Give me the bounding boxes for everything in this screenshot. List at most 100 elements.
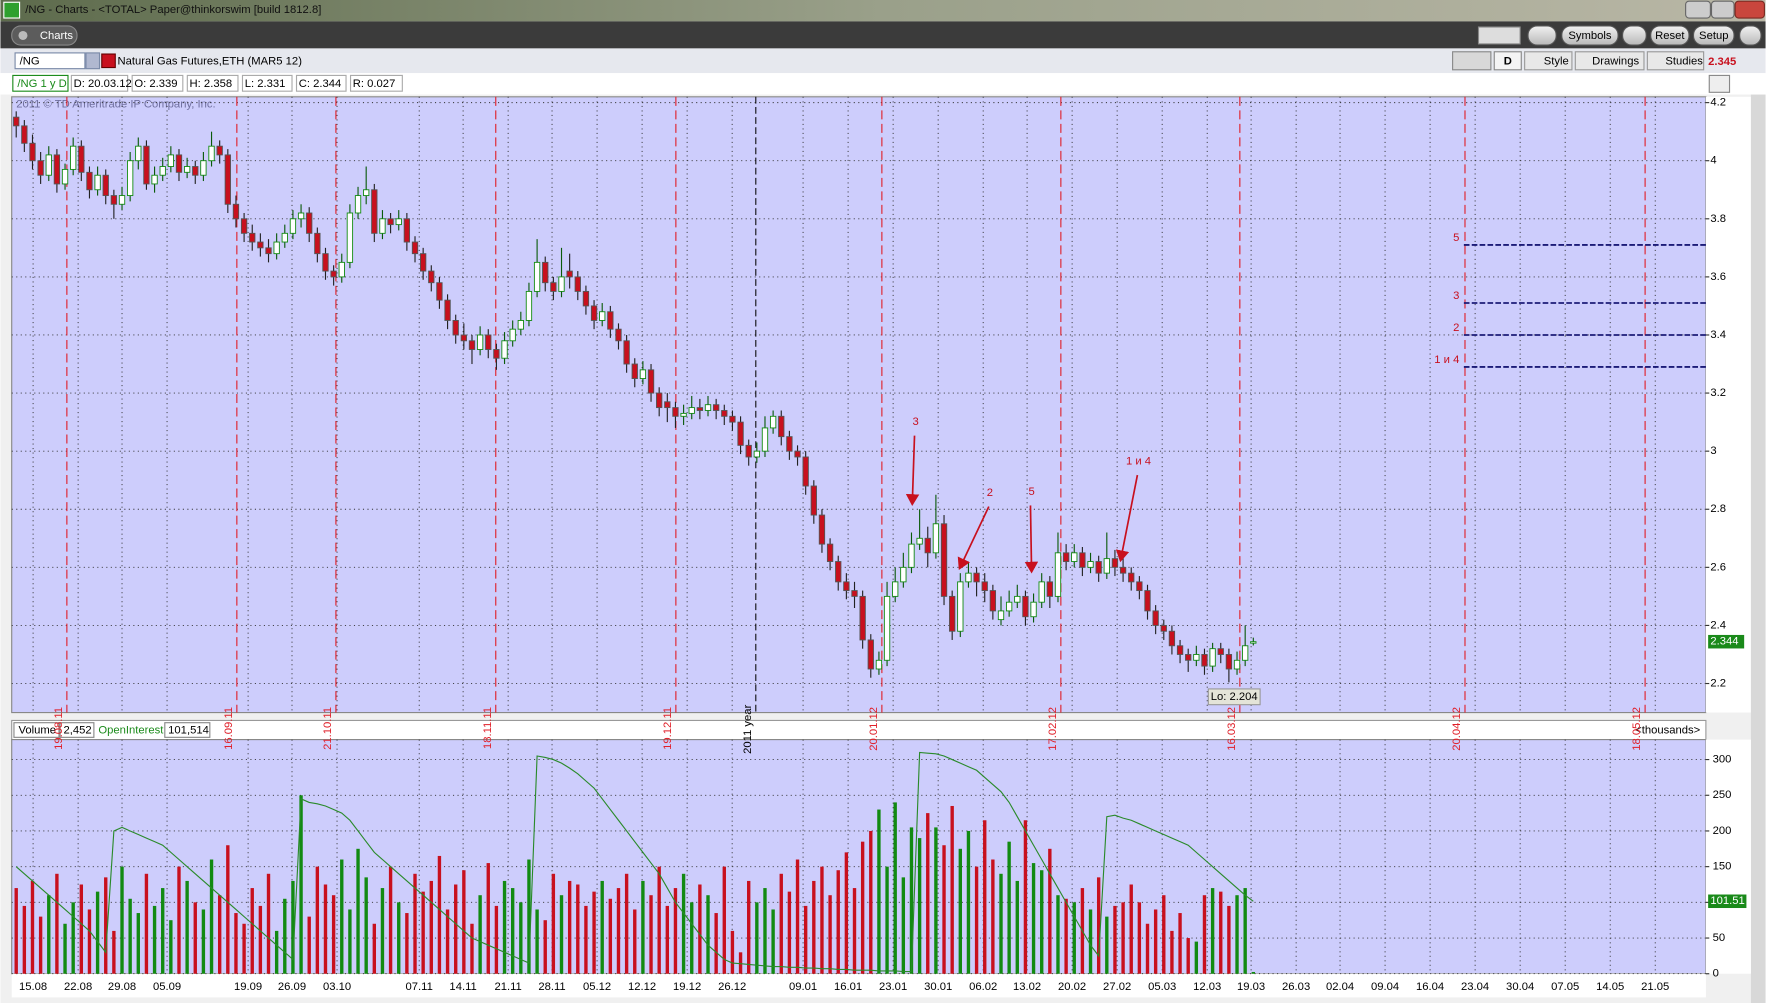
- candle-body: [1128, 572, 1135, 583]
- y-tick-label: 2.2: [1710, 677, 1726, 689]
- symbol-dropdown[interactable]: [85, 52, 101, 70]
- x-tick-label: 26.12: [718, 981, 746, 993]
- candle-body: [1168, 630, 1176, 647]
- candle-body: [1095, 561, 1102, 574]
- candle-body: [599, 311, 606, 321]
- x-tick-label: 23.04: [1461, 981, 1489, 993]
- x-tick-label: 26.03: [1282, 981, 1310, 993]
- candle-body: [493, 349, 500, 359]
- volume-bar: [462, 870, 466, 974]
- volume-bar: [79, 884, 84, 974]
- reset-button[interactable]: Reset: [1650, 25, 1690, 46]
- candle-body: [989, 590, 997, 612]
- volume-bar: [112, 930, 116, 974]
- candle-body: [590, 305, 598, 321]
- studies-button[interactable]: Studies: [1646, 51, 1705, 71]
- candle-body: [1136, 581, 1143, 592]
- volume-bar: [519, 902, 523, 974]
- style-button[interactable]: Style: [1524, 51, 1573, 71]
- volume-bar: [470, 923, 474, 974]
- candle-body: [29, 142, 36, 162]
- last-price: 2.345: [1708, 56, 1736, 68]
- icon-button[interactable]: [1527, 25, 1557, 46]
- charts-tab[interactable]: Charts: [11, 25, 78, 46]
- volume-bar: [161, 888, 165, 974]
- aggregation-button[interactable]: D: [1493, 51, 1522, 71]
- candle-body: [932, 523, 940, 554]
- symbol-description: Natural Gas Futures,ETH (MAR5 12): [118, 55, 303, 67]
- x-tick-label: 22.08: [64, 981, 92, 993]
- volume-bar: [201, 909, 206, 974]
- candle-body: [1038, 581, 1045, 603]
- watermark: 2011 © TD Ameritrade IP Company, Inc.: [16, 99, 215, 111]
- oi-value-box: [164, 722, 211, 738]
- study-label: /NG 1 y D: [17, 78, 66, 90]
- candle-body: [387, 218, 394, 226]
- level-label: 5: [1453, 232, 1459, 244]
- title-bar: [0, 0, 1766, 22]
- chart-mode-icon[interactable]: [1708, 74, 1731, 93]
- candle-body: [13, 116, 20, 127]
- x-tick-label: 07.05: [1551, 981, 1579, 993]
- y-tick-label: 250: [1713, 789, 1732, 801]
- button-label: D: [1504, 55, 1512, 67]
- volume-bar: [1064, 898, 1068, 974]
- x-tick-label: 06.02: [969, 981, 997, 993]
- study-label-box: [12, 74, 69, 92]
- y-tick-label: 3.4: [1710, 329, 1726, 341]
- candle-body: [1242, 645, 1249, 661]
- candle-body: [330, 270, 337, 278]
- setup-button[interactable]: Setup: [1692, 25, 1735, 46]
- volume-bar: [71, 902, 75, 974]
- symbol-input[interactable]: [14, 52, 86, 70]
- candle-body: [452, 320, 459, 336]
- print-button[interactable]: [1622, 25, 1647, 46]
- candle-body: [769, 415, 777, 429]
- x-tick-label: 05.09: [153, 981, 181, 993]
- volume-bar: [747, 880, 751, 974]
- volume-bar: [991, 859, 995, 974]
- volume-bar: [510, 888, 515, 974]
- volume-bar: [413, 873, 417, 974]
- candle-body: [517, 320, 524, 330]
- volume-bar: [331, 895, 336, 974]
- volume-bar: [388, 866, 393, 974]
- volume-bar: [397, 902, 401, 974]
- candle-body: [786, 436, 793, 452]
- y-tick-label: 200: [1713, 825, 1732, 837]
- volume-bar: [258, 905, 263, 974]
- candle-body: [1144, 590, 1151, 612]
- volume-bar: [543, 920, 547, 974]
- volume-bar: [624, 873, 629, 974]
- volume-bar: [706, 895, 710, 974]
- candle-body: [306, 212, 313, 234]
- candle-body: [200, 160, 207, 176]
- x-tick-label: 13.02: [1013, 981, 1041, 993]
- drawings-button[interactable]: Drawings: [1574, 51, 1645, 71]
- level-label: 3: [1453, 290, 1459, 302]
- annotation-label: 3: [913, 416, 919, 428]
- info-box: [131, 74, 184, 92]
- volume-bar: [934, 827, 938, 974]
- candle-body: [509, 328, 516, 342]
- open-interest-line: [15, 751, 1254, 973]
- candle-body: [1217, 648, 1224, 655]
- volume-bar: [1129, 884, 1133, 974]
- window-controls[interactable]: [1685, 0, 1765, 19]
- symbols-button[interactable]: Symbols: [1561, 25, 1619, 46]
- window-title: /NG - Charts - <TOTAL> Paper@thinkorswim…: [25, 4, 321, 16]
- volume-bar: [592, 891, 596, 974]
- color-box[interactable]: [1477, 26, 1521, 45]
- candle-body: [21, 125, 28, 144]
- volume-bar: [1105, 916, 1109, 974]
- candle-body: [411, 241, 419, 255]
- x-tick-label: 09.04: [1371, 981, 1399, 993]
- tool-icons[interactable]: [1452, 51, 1492, 71]
- candle-body: [794, 450, 801, 458]
- y-tick-label: 0: [1713, 968, 1719, 980]
- volume-bar: [1235, 895, 1239, 974]
- volume-bar: [30, 880, 35, 974]
- volume-bar: [641, 880, 645, 974]
- candle-body: [53, 154, 61, 185]
- detach-button[interactable]: [1739, 25, 1762, 46]
